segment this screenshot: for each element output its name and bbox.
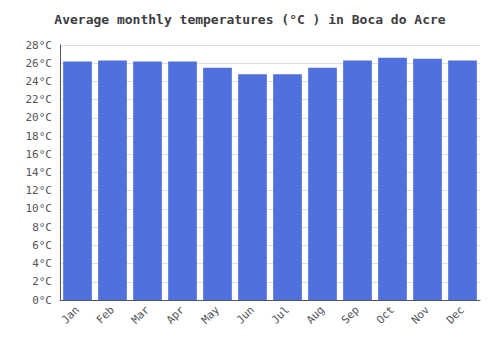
svg-text:Jul: Jul [269, 303, 292, 326]
svg-text:14°C: 14°C [26, 166, 53, 179]
svg-text:22°C: 22°C [26, 93, 53, 106]
svg-text:12°C: 12°C [26, 184, 53, 197]
svg-text:20°C: 20°C [26, 111, 53, 124]
svg-text:4°C: 4°C [32, 257, 52, 270]
svg-text:Dec: Dec [444, 303, 467, 326]
svg-text:Average monthly temperatures (: Average monthly temperatures (°C ) in Bo… [54, 12, 446, 27]
svg-text:May: May [199, 303, 222, 326]
svg-text:Oct: Oct [374, 303, 397, 326]
svg-text:Apr: Apr [164, 303, 187, 326]
svg-text:10°C: 10°C [26, 202, 53, 215]
svg-text:Feb: Feb [94, 303, 117, 326]
svg-text:Jan: Jan [59, 303, 82, 326]
svg-text:Jun: Jun [234, 303, 257, 326]
svg-text:Aug: Aug [304, 303, 327, 326]
svg-text:2°C: 2°C [32, 275, 52, 288]
svg-text:Sep: Sep [339, 303, 362, 326]
svg-text:6°C: 6°C [32, 239, 52, 252]
svg-text:16°C: 16°C [26, 148, 53, 161]
svg-text:0°C: 0°C [32, 294, 52, 307]
svg-text:18°C: 18°C [26, 130, 53, 143]
svg-text:26°C: 26°C [26, 57, 53, 70]
svg-text:24°C: 24°C [26, 75, 53, 88]
svg-text:8°C: 8°C [32, 221, 52, 234]
svg-text:Nov: Nov [409, 303, 432, 326]
svg-text:28°C: 28°C [26, 39, 53, 52]
svg-text:Mar: Mar [129, 303, 152, 326]
